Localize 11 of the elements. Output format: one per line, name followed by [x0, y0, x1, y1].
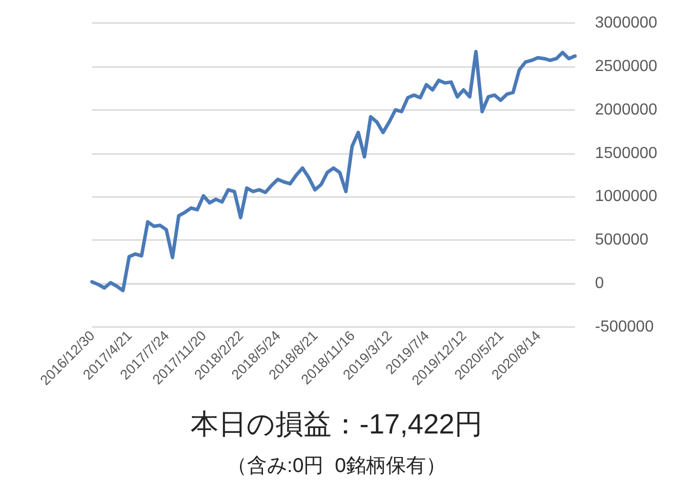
y-tick-label: 0: [595, 275, 604, 292]
y-tick-label: 500000: [595, 232, 648, 249]
y-tick-label: 1500000: [595, 144, 658, 162]
text: 本日の損益：-17,422円: [190, 408, 482, 440]
line-series: [90, 50, 577, 292]
y-tick-label: 3000000: [595, 14, 658, 32]
y-tick-label: 2500000: [595, 58, 658, 75]
y-tick-label: 2000000: [595, 101, 658, 118]
y-tick-label: -500000: [595, 318, 654, 336]
text: （含み:0円 0銘柄保有）: [227, 455, 446, 477]
y-tick-label: 1000000: [595, 188, 658, 206]
